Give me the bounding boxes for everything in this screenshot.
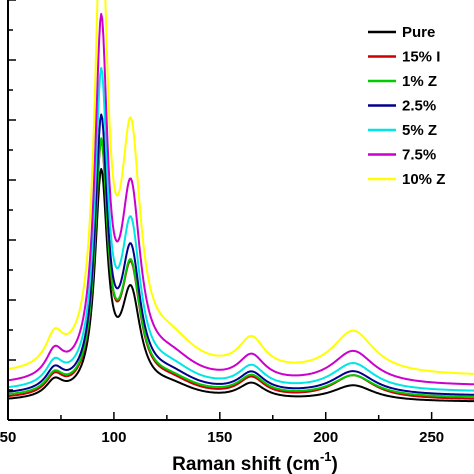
series-line (7, 66, 474, 392)
legend-label: Pure (402, 24, 435, 41)
y-ticks (8, 0, 16, 421)
series-line (7, 137, 474, 398)
series-line (7, 0, 474, 375)
series-line (7, 13, 474, 386)
series-line (7, 113, 474, 396)
axes: 50 100 150 200 250 (0, 0, 474, 446)
legend-label: 10% Z (402, 171, 445, 188)
legend-label: 5% Z (402, 122, 437, 139)
x-tick-label: 200 (313, 429, 338, 446)
x-tick-labels: 50 100 150 200 250 (0, 429, 444, 446)
x-ticks (7, 412, 433, 420)
legend-label: 15% I (402, 49, 440, 66)
x-axis-title-close: ) (332, 454, 338, 474)
plot-lines (7, 0, 474, 403)
x-axis-title-sup: -1 (320, 449, 332, 464)
x-tick-label: 150 (207, 429, 232, 446)
legend-label: 2.5% (402, 98, 436, 115)
legend-label: 7.5% (402, 147, 436, 164)
x-axis-title-main: Raman shift (cm (172, 454, 320, 474)
x-tick-label: 250 (419, 429, 444, 446)
legend: Pure 15% I 1% Z 2.5% 5% Z 7.5% 10% Z (368, 24, 445, 188)
legend-label: 1% Z (402, 73, 437, 90)
x-tick-label: 50 (0, 429, 16, 446)
x-tick-label: 100 (101, 429, 126, 446)
x-axis-title: Raman shift (cm-1) (172, 449, 338, 474)
series-line (7, 167, 474, 403)
